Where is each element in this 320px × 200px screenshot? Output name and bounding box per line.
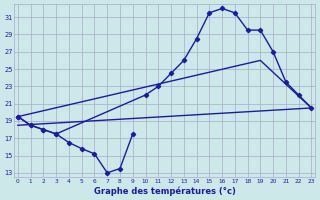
X-axis label: Graphe des températures (°c): Graphe des températures (°c) [94, 186, 236, 196]
